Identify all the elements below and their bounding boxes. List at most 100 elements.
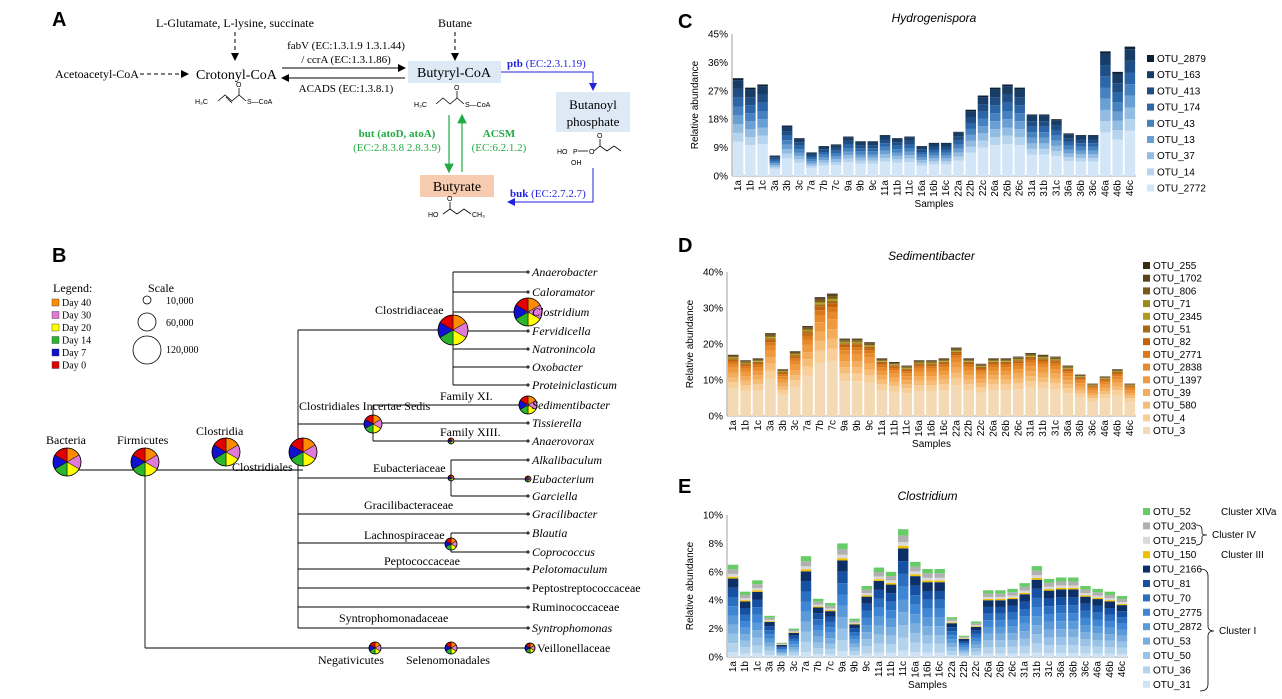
x-tick-label: 36a	[1063, 420, 1074, 437]
bar-segment	[825, 643, 836, 649]
bar-segment	[1099, 382, 1111, 385]
bar-segment	[867, 154, 879, 158]
bar-segment	[1043, 578, 1055, 583]
bar-segment	[1068, 581, 1079, 586]
bar-segment	[1074, 397, 1086, 416]
bar-segment	[1080, 632, 1091, 640]
bar-segment	[740, 601, 751, 609]
bar-segment	[995, 596, 1006, 599]
bar-segment	[1031, 566, 1043, 571]
bar-segment	[1055, 589, 1067, 598]
bar-segment	[910, 585, 921, 596]
bar-segment	[1099, 380, 1111, 383]
bar-segment	[1087, 146, 1099, 151]
bar-segment	[769, 161, 781, 164]
bar-segment	[1007, 597, 1018, 600]
legend-swatch	[1147, 55, 1154, 62]
bar-segment	[904, 137, 915, 141]
bar-segment	[740, 594, 751, 599]
pie-outline	[211, 437, 241, 467]
bar-segment	[800, 611, 812, 622]
bar-segment	[901, 373, 913, 377]
bar-segment	[1104, 627, 1115, 635]
bar-segment	[727, 597, 739, 607]
bar-segment	[1000, 358, 1012, 360]
y-tick-label: 8%	[709, 539, 724, 550]
bar-segment	[916, 160, 928, 163]
bar-segment	[1100, 121, 1111, 133]
x-tick-label: 9c	[868, 180, 879, 191]
bar-segment	[1019, 623, 1030, 632]
bar-segment	[752, 622, 763, 631]
node-selenomonadales: Selenomonadales	[406, 653, 490, 667]
bar-segment	[1068, 577, 1079, 582]
x-tick-label: 7b	[813, 661, 824, 673]
bar-segment	[1026, 121, 1038, 127]
legend-label: OTU_3	[1153, 426, 1186, 437]
bar-segment	[975, 364, 987, 365]
cluster-brace	[1199, 568, 1215, 692]
bar-segment	[839, 381, 851, 416]
leaf-dot	[526, 626, 530, 630]
bar-segment	[928, 152, 940, 156]
bar-segment	[1055, 605, 1067, 614]
bar-segment	[1080, 653, 1091, 657]
x-tick-label: 9b	[856, 180, 867, 192]
legend-swatch	[1143, 623, 1150, 631]
bar-segment	[839, 338, 851, 340]
bar-segment	[988, 375, 999, 380]
bar-segment	[1104, 653, 1115, 657]
legend-label: OTU_413	[1157, 86, 1201, 97]
bar-segment	[776, 653, 787, 655]
pie-clostridiales	[288, 437, 318, 467]
legend-swatch	[51, 336, 60, 344]
bar-segment	[837, 639, 848, 652]
bar-segment	[1087, 157, 1099, 162]
leaf-label: Caloramator	[532, 285, 595, 299]
bar-segment	[1026, 148, 1038, 155]
bar-segment	[958, 635, 970, 637]
x-tick-label: 16b	[927, 420, 938, 437]
bar-segment	[888, 391, 900, 416]
ptb-gene: ptb	[507, 58, 523, 70]
bar-segment	[777, 376, 789, 380]
bar-segment	[861, 589, 872, 594]
bar-segment	[983, 620, 994, 627]
bar-segment	[1100, 109, 1111, 122]
bar-segment	[913, 366, 925, 369]
bar-segment	[916, 165, 928, 176]
bar-segment	[1002, 111, 1013, 120]
bar-segment	[995, 653, 1006, 657]
bar-segment	[1063, 157, 1074, 162]
bar-segment	[910, 642, 921, 653]
bar-segment	[873, 625, 885, 635]
bar-segment	[888, 364, 900, 366]
bar-segment	[1116, 605, 1128, 612]
bar-segment	[765, 334, 776, 335]
pie-outline	[447, 437, 455, 445]
bar-segment	[1050, 365, 1061, 370]
bar-segment	[913, 385, 925, 391]
leaf-dot	[526, 439, 530, 443]
bar-segment	[965, 128, 976, 135]
bar-segment	[953, 156, 964, 161]
bar-segment	[901, 369, 913, 372]
bar-segment	[873, 652, 885, 657]
leaf-dot	[526, 310, 530, 314]
bar-segment	[764, 617, 775, 620]
bar-segment	[1062, 393, 1074, 416]
bar-segment	[837, 651, 848, 657]
bar-segment	[873, 589, 885, 599]
bar-segment	[1104, 634, 1115, 641]
y-tick-label: 30%	[703, 304, 723, 315]
bar-segment	[1124, 384, 1136, 385]
bar-segment	[901, 366, 913, 368]
y-tick-label: 10%	[703, 511, 723, 522]
bar-segment	[901, 371, 913, 374]
bar-segment	[1074, 389, 1086, 394]
bar-segment	[946, 621, 958, 623]
bar-segment	[727, 633, 739, 644]
bar-segment	[995, 633, 1006, 641]
bar-segment	[765, 370, 776, 379]
